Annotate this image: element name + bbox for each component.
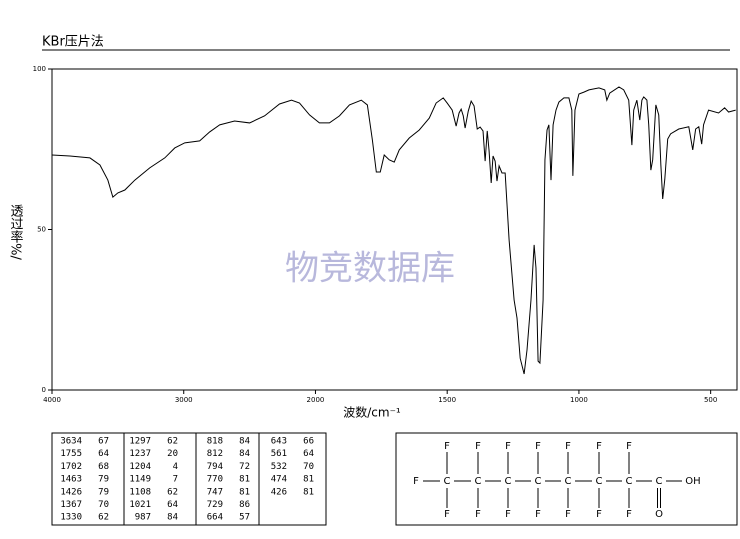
peak-table-frame	[51, 432, 327, 526]
atom: F	[626, 441, 632, 452]
y-tick-label: 100	[33, 65, 46, 73]
peak-transmittance: 84	[167, 513, 178, 523]
peak-wavenumber: 1702	[60, 462, 82, 472]
peak-wavenumber: 729	[207, 500, 223, 510]
peak-wavenumber: 1330	[60, 513, 82, 523]
x-tick-label: 3000	[175, 396, 193, 404]
atom: C	[656, 476, 663, 487]
peak-wavenumber: 812	[207, 449, 223, 459]
atom: F	[565, 441, 571, 452]
peak-transmittance: 62	[167, 437, 178, 447]
peak-wavenumber: 747	[207, 487, 223, 497]
peak-transmittance: 81	[303, 487, 314, 497]
peak-transmittance: 4	[173, 462, 178, 472]
atom: O	[655, 509, 663, 520]
atom: OH	[685, 476, 700, 487]
peak-wavenumber: 1463	[60, 475, 82, 485]
atom: F	[413, 476, 419, 487]
peak-wavenumber: 474	[271, 475, 287, 485]
atom: F	[596, 441, 602, 452]
atom: F	[444, 509, 450, 520]
spectrum-line	[51, 86, 736, 375]
peak-transmittance: 79	[98, 487, 109, 497]
peak-wavenumber: 1426	[60, 487, 82, 497]
atom: F	[505, 441, 511, 452]
atom: C	[596, 476, 603, 487]
peak-transmittance: 70	[303, 462, 314, 472]
peak-transmittance: 84	[239, 449, 250, 459]
atom: C	[505, 476, 512, 487]
peak-wavenumber: 1237	[129, 449, 151, 459]
x-tick-label: 4000	[43, 396, 61, 404]
atom: F	[505, 509, 511, 520]
atom: F	[535, 509, 541, 520]
peak-transmittance: 81	[239, 487, 250, 497]
x-tick-label: 2000	[307, 396, 325, 404]
atom: C	[565, 476, 572, 487]
peak-transmittance: 72	[239, 462, 250, 472]
peak-wavenumber: 794	[207, 462, 223, 472]
peak-wavenumber: 426	[271, 487, 287, 497]
structure-frame	[395, 432, 738, 526]
atom: F	[626, 509, 632, 520]
peak-transmittance: 57	[239, 513, 250, 523]
peak-wavenumber: 561	[271, 449, 287, 459]
atom: F	[535, 441, 541, 452]
peak-wavenumber: 1297	[129, 437, 151, 447]
peak-wavenumber: 664	[207, 513, 223, 523]
x-tick-label: 500	[704, 396, 717, 404]
peak-transmittance: 66	[303, 437, 314, 447]
peak-transmittance: 64	[98, 449, 109, 459]
peak-transmittance: 84	[239, 437, 250, 447]
peak-wavenumber: 1149	[129, 475, 151, 485]
peak-transmittance: 62	[167, 487, 178, 497]
peak-transmittance: 7	[173, 475, 178, 485]
peak-transmittance: 62	[98, 513, 109, 523]
atom: F	[475, 441, 481, 452]
atom: F	[565, 509, 571, 520]
y-tick-label: 50	[37, 226, 46, 234]
peak-wavenumber: 3634	[60, 437, 82, 447]
x-axis-label: 波数/cm⁻¹	[343, 405, 401, 420]
peak-transmittance: 81	[239, 475, 250, 485]
peak-wavenumber: 770	[207, 475, 223, 485]
peak-wavenumber: 987	[135, 513, 151, 523]
peak-wavenumber: 532	[271, 462, 287, 472]
atom: F	[444, 441, 450, 452]
peak-transmittance: 81	[303, 475, 314, 485]
peak-wavenumber: 1108	[129, 487, 151, 497]
peak-wavenumber: 1367	[60, 500, 82, 510]
peak-transmittance: 68	[98, 462, 109, 472]
peak-transmittance: 79	[98, 475, 109, 485]
peak-transmittance: 64	[167, 500, 178, 510]
peak-wavenumber: 1204	[129, 462, 151, 472]
peak-transmittance: 70	[98, 500, 109, 510]
peak-transmittance: 86	[239, 500, 250, 510]
chart-title: KBr压片法	[42, 35, 104, 50]
atom: F	[475, 509, 481, 520]
atom: C	[444, 476, 451, 487]
peak-wavenumber: 1021	[129, 500, 151, 510]
peak-transmittance: 67	[98, 437, 109, 447]
atom: F	[596, 509, 602, 520]
atom: C	[626, 476, 633, 487]
x-tick-label: 1000	[570, 396, 588, 404]
plot-frame	[51, 68, 738, 391]
y-axis-label: 透过率%/	[8, 204, 24, 260]
atom: C	[475, 476, 482, 487]
peak-wavenumber: 643	[271, 437, 287, 447]
y-tick-label: 0	[42, 386, 46, 394]
atom: C	[535, 476, 542, 487]
watermark: 物竞数据库	[285, 249, 455, 289]
peak-transmittance: 64	[303, 449, 314, 459]
peak-wavenumber: 818	[207, 437, 223, 447]
x-tick-label: 1500	[438, 396, 456, 404]
peak-transmittance: 20	[167, 449, 178, 459]
peak-wavenumber: 1755	[60, 449, 82, 459]
